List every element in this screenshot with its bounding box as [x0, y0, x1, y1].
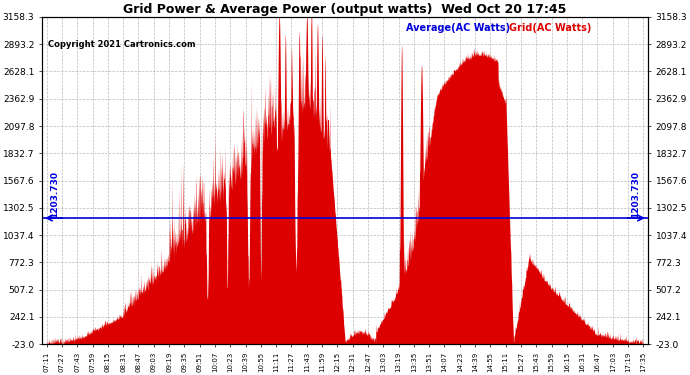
Text: Copyright 2021 Cartronics.com: Copyright 2021 Cartronics.com	[48, 40, 195, 49]
Text: Average(AC Watts): Average(AC Watts)	[406, 24, 510, 33]
Title: Grid Power & Average Power (output watts)  Wed Oct 20 17:45: Grid Power & Average Power (output watts…	[124, 3, 566, 16]
Text: 1203.730: 1203.730	[631, 171, 640, 218]
Text: Grid(AC Watts): Grid(AC Watts)	[509, 24, 591, 33]
Text: 1203.730: 1203.730	[50, 171, 59, 218]
